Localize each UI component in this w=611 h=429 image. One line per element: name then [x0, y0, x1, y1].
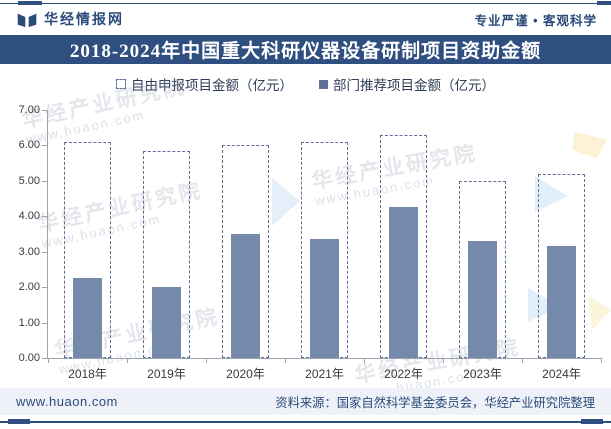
x-axis-label: 2021年: [305, 367, 344, 381]
x-tick: [48, 358, 49, 363]
bar-department-recommended-2020年: [231, 234, 260, 358]
chart-title: 2018-2024年中国重大科研仪器设备研制项目资助金额: [69, 41, 542, 62]
x-axis-label: 2020年: [226, 367, 265, 381]
y-tick-label: 3.00: [18, 245, 40, 258]
x-axis-label: 2019年: [147, 367, 186, 381]
brand-logo-icon: [16, 11, 38, 28]
header: 华经情报网 专业严谨 • 客观科学: [16, 7, 597, 31]
footer-site-url: www.huaon.com: [16, 394, 118, 409]
x-axis-line: [47, 358, 601, 359]
y-tick: [42, 287, 47, 289]
header-slogan: 专业严谨 • 客观科学: [474, 13, 597, 28]
y-tick: [42, 145, 47, 147]
y-tick-label: 6.00: [18, 139, 40, 152]
x-tick: [601, 358, 602, 363]
y-axis-line: [47, 110, 48, 358]
y-tick: [42, 110, 47, 111]
brand: 华经情报网: [16, 9, 124, 29]
x-axis-label: 2023年: [463, 367, 502, 381]
legend: 自由申报项目金额（亿元） 部门推荐项目金额（亿元）: [0, 74, 611, 94]
y-tick-label: 1.00: [18, 316, 40, 329]
y-tick: [42, 180, 47, 182]
legend-item-free-application: 自由申报项目金额（亿元）: [116, 74, 293, 94]
y-tick: [42, 358, 47, 359]
top-divider-line: [0, 3, 611, 4]
x-tick: [443, 358, 444, 363]
x-tick: [206, 358, 207, 363]
y-tick: [42, 322, 47, 324]
top-divider-cap-left: [18, 1, 42, 5]
x-tick: [285, 358, 286, 363]
y-tick-label: 4.00: [18, 210, 40, 223]
legend-dashed-marker-icon: [116, 79, 126, 89]
y-tick: [42, 251, 47, 253]
y-tick: [42, 216, 47, 218]
title-bar: 2018-2024年中国重大科研仪器设备研制项目资助金额: [0, 35, 611, 64]
bar-department-recommended-2024年: [547, 246, 576, 358]
brand-name: 华经情报网: [44, 11, 124, 27]
bar-department-recommended-2021年: [310, 239, 339, 358]
x-tick: [522, 358, 523, 363]
y-tick-label: 7.00: [18, 104, 40, 116]
y-tick-label: 0.00: [18, 352, 40, 364]
footer-data-source: 资料来源：国家自然科学基金委员会，华经产业研究院整理: [275, 395, 595, 410]
legend-item-department-recommended: 部门推荐项目金额（亿元）: [319, 74, 495, 94]
y-tick-label: 2.00: [18, 281, 40, 294]
x-axis-label: 2022年: [384, 367, 423, 381]
bar-department-recommended-2018年: [73, 278, 102, 358]
bottom-divider-line: [0, 421, 611, 423]
x-axis-label: 2018年: [68, 367, 107, 381]
legend-label-free-application: 自由申报项目金额（亿元）: [131, 78, 293, 93]
x-axis-label: 2024年: [542, 367, 581, 381]
top-divider-cap-right: [597, 1, 611, 5]
y-tick-label: 5.00: [18, 174, 40, 187]
bar-department-recommended-2023年: [468, 241, 497, 358]
x-tick: [127, 358, 128, 363]
bar-department-recommended-2019年: [152, 287, 181, 358]
legend-solid-marker-icon: [319, 79, 328, 89]
footer: www.huaon.com 资料来源：国家自然科学基金委员会，华经产业研究院整理: [0, 388, 611, 415]
legend-label-department-recommended: 部门推荐项目金额（亿元）: [333, 78, 495, 93]
bottom-divider-cap-right: [581, 419, 603, 424]
bar-department-recommended-2022年: [389, 207, 418, 358]
x-tick: [364, 358, 365, 363]
bottom-divider-cap-left: [8, 419, 30, 424]
